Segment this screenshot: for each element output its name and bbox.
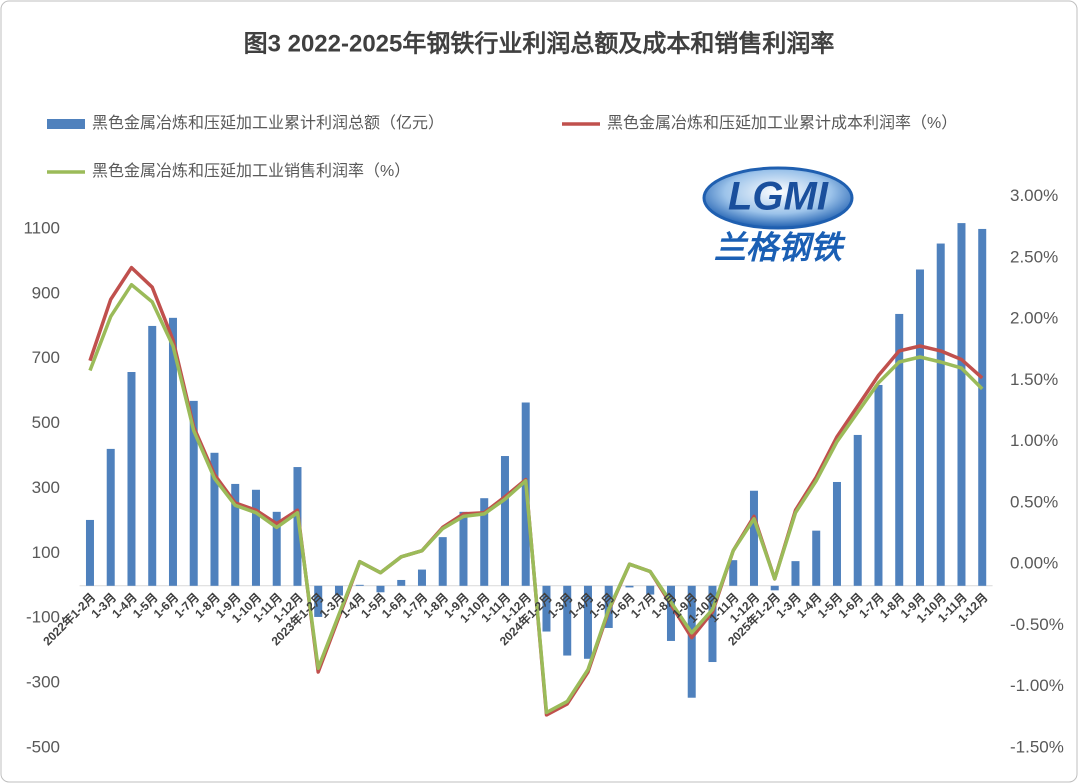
bar — [832, 481, 841, 586]
bar — [376, 585, 385, 593]
bar — [915, 269, 924, 586]
y-tick-label: 100 — [32, 543, 60, 562]
bar — [563, 585, 572, 656]
bar — [438, 537, 447, 586]
y2-tick-label: 1.50% — [1010, 370, 1058, 389]
bar — [127, 372, 136, 586]
bar — [895, 313, 904, 586]
legend-swatch — [47, 119, 85, 129]
bar — [272, 511, 281, 586]
bar — [646, 585, 655, 595]
bar — [148, 325, 157, 586]
legend-label: 黑色金属冶炼和压延加工业销售利润率（%） — [92, 162, 410, 180]
y2-tick-label: 1.00% — [1010, 431, 1058, 450]
bar — [957, 223, 966, 586]
bar — [583, 585, 592, 659]
bar — [251, 489, 260, 586]
bar — [812, 530, 821, 586]
bar — [459, 511, 468, 586]
bar — [874, 384, 883, 586]
bar — [85, 519, 94, 586]
legend-label: 黑色金属冶炼和压延加工业累计利润总额（亿元） — [92, 114, 444, 132]
bar — [168, 317, 177, 586]
bar — [355, 584, 364, 586]
bar — [480, 498, 489, 586]
legend-label: 黑色金属冶炼和压延加工业累计成本利润率（%） — [607, 114, 957, 132]
bar — [231, 483, 240, 586]
bar — [542, 585, 551, 632]
bar — [708, 585, 717, 663]
bar — [417, 569, 426, 586]
bar — [687, 585, 696, 698]
bar — [791, 561, 800, 586]
bar — [106, 448, 115, 586]
y-tick-label: 1100 — [23, 218, 60, 237]
bar — [978, 228, 987, 586]
line — [88, 282, 984, 715]
y-tick-label: -100 — [26, 608, 60, 627]
y-tick-label: -300 — [26, 673, 60, 692]
y2-tick-label: -1.00% — [1010, 676, 1064, 695]
bar — [625, 585, 634, 588]
chart-title: 图3 2022-2025年钢铁行业利润总额及成本和销售利润率 — [244, 29, 835, 57]
bar — [729, 560, 738, 586]
bar — [293, 467, 302, 586]
y2-tick-label: 0.50% — [1010, 492, 1058, 511]
bar — [770, 585, 779, 591]
bar — [397, 579, 406, 586]
bar — [189, 400, 198, 586]
y2-tick-label: 3.00% — [1010, 186, 1058, 205]
y-tick-label: 300 — [32, 478, 60, 497]
y-tick-label: 500 — [32, 413, 60, 432]
logo-subtitle: 兰格钢铁 — [714, 229, 846, 265]
y-tick-label: 700 — [32, 348, 60, 367]
y-tick-label: -500 — [26, 737, 60, 756]
logo-text: LGMI — [728, 175, 829, 219]
bar — [749, 490, 758, 586]
y2-tick-label: 2.00% — [1010, 309, 1058, 328]
bar — [314, 585, 323, 617]
bar — [936, 243, 945, 586]
y2-tick-label: 2.50% — [1010, 247, 1058, 266]
logo: LGMI 兰格钢铁 — [702, 166, 854, 265]
y2-tick-label: -0.50% — [1010, 615, 1064, 634]
bar — [500, 456, 509, 586]
logo-badge — [702, 166, 854, 230]
y-tick-label: 900 — [32, 283, 60, 302]
y2-tick-label: -1.50% — [1010, 737, 1064, 756]
bar — [666, 585, 675, 641]
bar — [853, 434, 862, 586]
bar — [210, 452, 219, 586]
y2-tick-label: 0.00% — [1010, 554, 1058, 573]
bar — [334, 585, 343, 596]
